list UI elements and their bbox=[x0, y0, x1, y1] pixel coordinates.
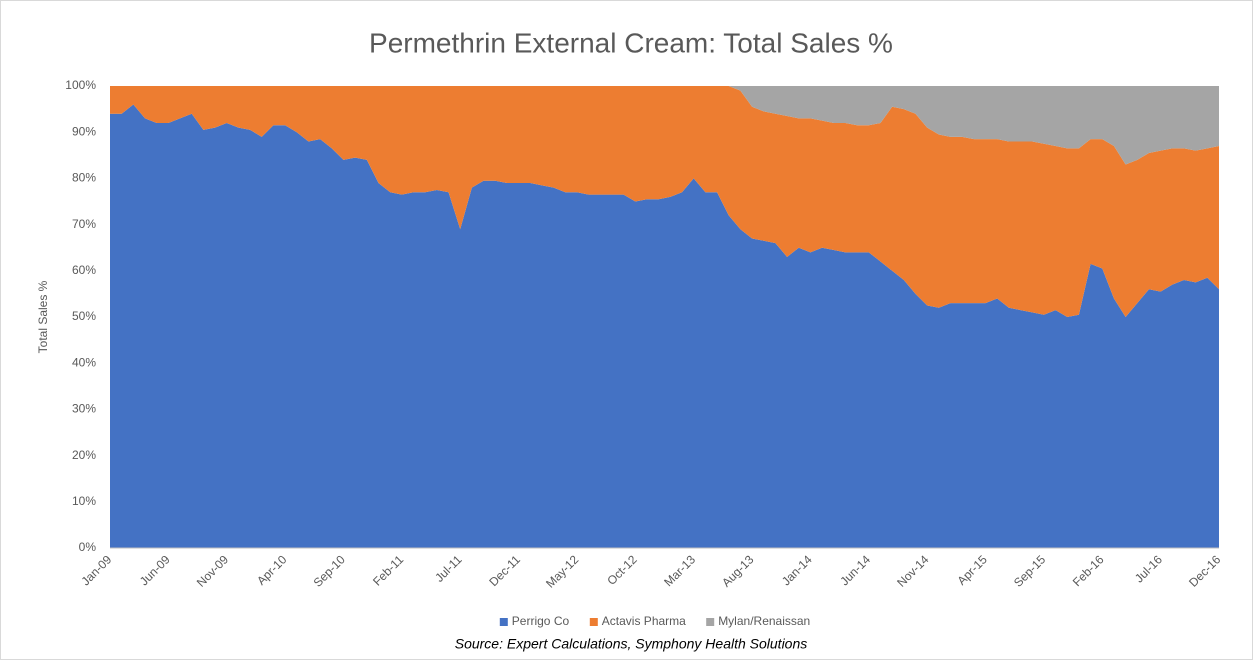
legend-label: Perrigo Co bbox=[512, 614, 570, 628]
legend-swatch bbox=[706, 618, 715, 626]
legend-label: Mylan/Renaissan bbox=[718, 614, 810, 628]
y-tick-label: 80% bbox=[72, 171, 96, 185]
y-tick-label: 40% bbox=[72, 355, 96, 369]
area bbox=[110, 86, 1219, 317]
area bbox=[110, 86, 1219, 165]
legend-label: Actavis Pharma bbox=[602, 614, 686, 628]
y-tick-label: 20% bbox=[72, 448, 96, 462]
y-tick-label: 10% bbox=[72, 494, 96, 508]
y-tick-label: 50% bbox=[72, 309, 96, 323]
legend-swatch bbox=[499, 618, 508, 626]
y-tick-label: 0% bbox=[79, 540, 97, 554]
area bbox=[110, 104, 1219, 548]
y-axis-label: Total Sales % bbox=[36, 280, 50, 353]
source-note: Source: Expert Calculations, Symphony He… bbox=[455, 636, 808, 652]
y-tick-label: 90% bbox=[72, 124, 96, 138]
y-tick-label: 100% bbox=[65, 78, 96, 92]
legend-swatch bbox=[589, 618, 598, 626]
y-tick-label: 70% bbox=[72, 217, 96, 231]
y-tick-label: 30% bbox=[72, 402, 96, 416]
y-tick-label: 60% bbox=[72, 263, 96, 277]
chart-title: Permethrin External Cream: Total Sales % bbox=[369, 27, 893, 58]
